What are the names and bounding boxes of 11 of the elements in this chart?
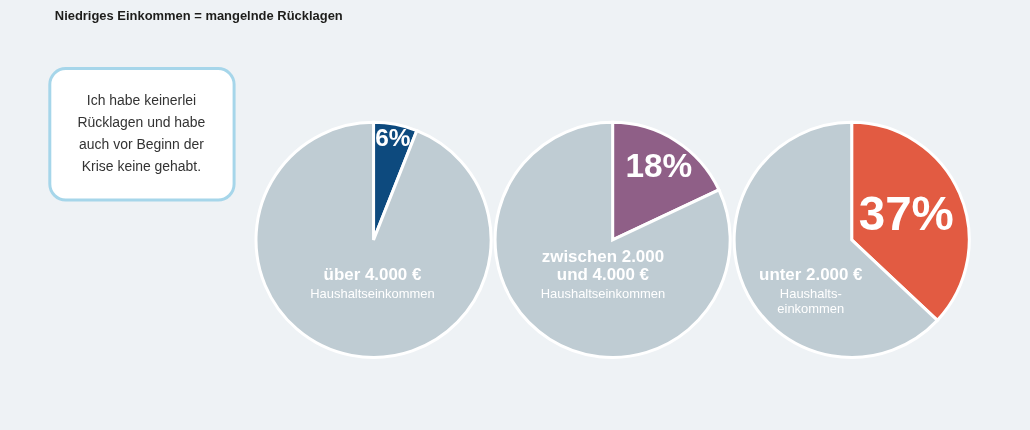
text: Niedriges Einkommen = mangelnde Rücklagen bbox=[54, 7, 343, 23]
text: unter 2.000 € bbox=[759, 264, 864, 284]
text: Haushaltseinkommen bbox=[540, 285, 666, 301]
text: Haushalts- einkommen bbox=[777, 285, 845, 316]
text: zwischen 2.000 und 4.000 € bbox=[541, 246, 665, 284]
text: Haushaltseinkommen bbox=[310, 285, 435, 301]
data-label: 18% bbox=[625, 147, 693, 185]
data-label: 6% bbox=[375, 123, 411, 151]
text: über 4.000 € bbox=[323, 264, 422, 284]
text: Ich habe keinerlei Rücklagen und habe auch vor Beginn der Krise keine gehabt. bbox=[77, 92, 206, 175]
data-label: 37% bbox=[858, 187, 954, 241]
